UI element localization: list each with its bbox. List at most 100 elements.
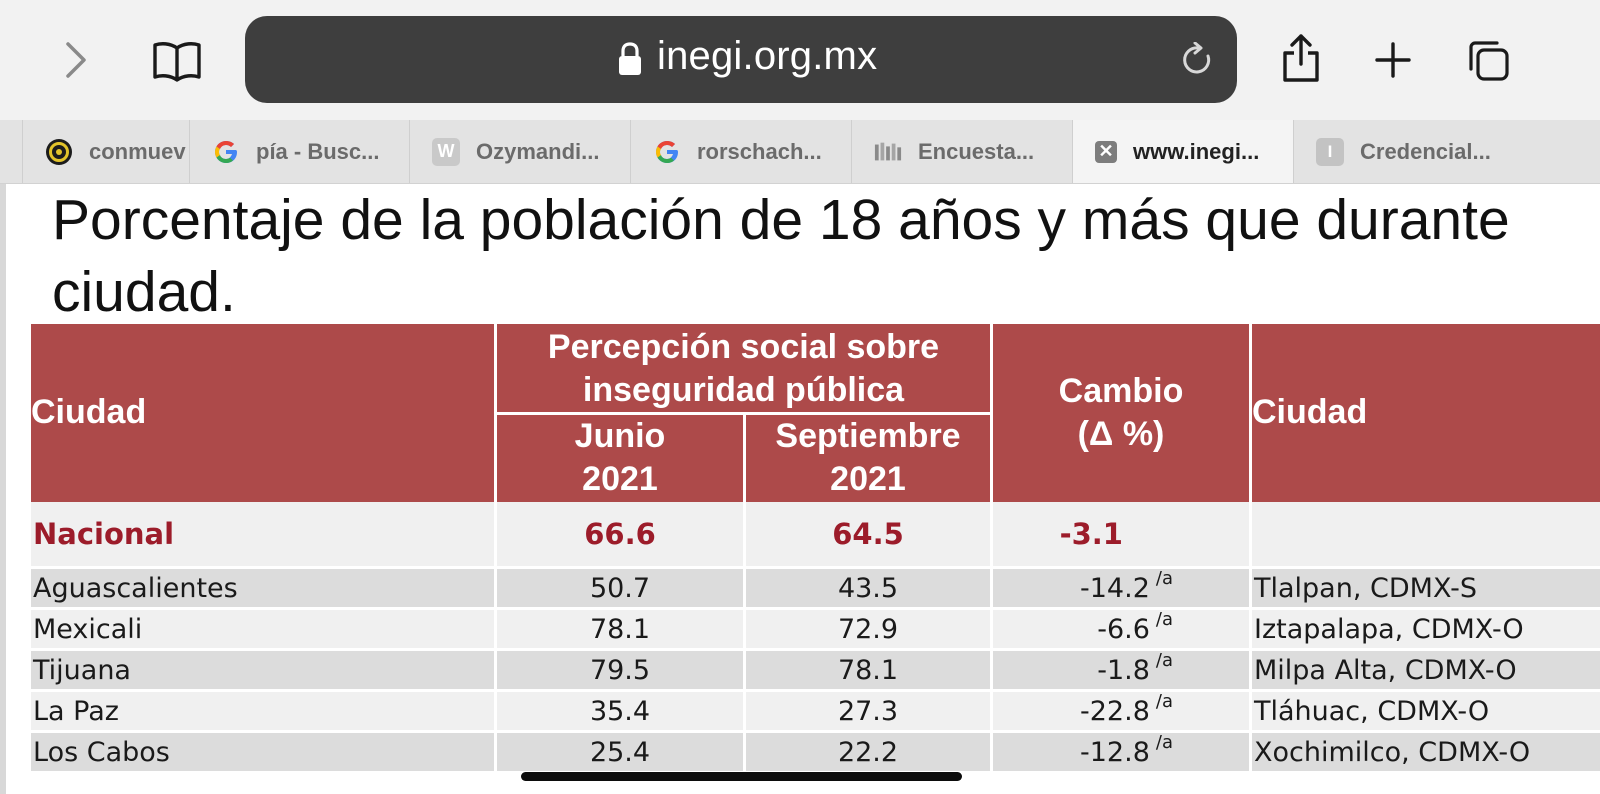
cell-cambio: -3.1	[1059, 517, 1123, 551]
page-heading: Porcentaje de la población de 18 años y …	[52, 184, 1600, 328]
cell-city: La Paz	[33, 695, 119, 727]
home-indicator[interactable]	[521, 772, 962, 781]
cell-cambio: -6.6/a	[993, 608, 1173, 648]
cell-septiembre: 43.5	[837, 572, 899, 604]
footnote-mark: /a	[1155, 731, 1173, 753]
cell-cambio: -22.8/a	[993, 690, 1173, 730]
tab-conmuev[interactable]: conmuev	[22, 120, 189, 183]
heading-line-1: Porcentaje de la población de 18 años y …	[52, 188, 1510, 252]
cell-city-2: Iztapalapa, CDMX-O	[1254, 613, 1524, 645]
address-bar[interactable]: inegi.org.mx	[245, 16, 1237, 103]
tab-inegi-active[interactable]: ✕ www.inegi...	[1072, 120, 1293, 183]
footnote-mark: /a	[1155, 649, 1173, 671]
tab-partial[interactable]	[0, 120, 22, 183]
cambio-value: -6.6	[1097, 613, 1150, 645]
tab-label: conmuev	[89, 138, 186, 164]
header-divider	[1249, 324, 1252, 502]
cell-city-2: Xochimilco, CDMX-O	[1254, 736, 1531, 768]
w-letter-icon: W	[432, 137, 460, 166]
google-g-icon	[653, 138, 681, 166]
cell-city: Aguascalientes	[33, 572, 238, 604]
column-divider	[1249, 502, 1252, 794]
cell-junio: 78.1	[589, 613, 651, 645]
tab-ozymandias[interactable]: W Ozymandi...	[409, 120, 630, 183]
column-divider	[990, 502, 993, 794]
chevron-right-icon	[66, 42, 86, 78]
cell-septiembre: 22.2	[837, 736, 899, 768]
cambio-value: -14.2	[1080, 572, 1150, 604]
plus-icon	[1375, 42, 1411, 78]
tab-label: pía - Busc...	[256, 138, 380, 164]
cell-city: Mexicali	[33, 613, 143, 645]
header-divider	[497, 412, 990, 415]
table-row: Mexicali 78.1 72.9 -6.6/a Iztapalapa, CD…	[31, 608, 1600, 648]
tab-label: www.inegi...	[1133, 138, 1260, 164]
cell-septiembre: 64.5	[832, 517, 904, 551]
tab-label: Encuesta...	[918, 138, 1035, 164]
tab-bar: conmuev pía - Busc... W Ozymandi... rors…	[0, 120, 1600, 184]
book-icon	[153, 42, 201, 82]
cell-septiembre: 78.1	[837, 654, 899, 686]
page-edge	[0, 184, 6, 794]
tab-google-rorschach[interactable]: rorschach...	[630, 120, 851, 183]
table-row-nacional: Nacional 66.6 64.5 -3.1	[31, 502, 1600, 566]
footnote-mark: /a	[1155, 608, 1173, 630]
close-tab-icon[interactable]: ✕	[1095, 140, 1117, 163]
cell-junio: 50.7	[589, 572, 651, 604]
cell-cambio: -12.8/a	[993, 731, 1173, 771]
url-domain: inegi.org.mx	[657, 34, 878, 78]
table-row: La Paz 35.4 27.3 -22.8/a Tláhuac, CDMX-O	[31, 690, 1600, 730]
tabs-icon	[1469, 41, 1509, 81]
table-row: Aguascalientes 50.7 43.5 -14.2/a Tlalpan…	[31, 567, 1600, 607]
col-group-header-line1: Percepción social sobre	[547, 328, 940, 366]
column-divider	[743, 502, 746, 794]
col-group-header-line2: inseguridad pública	[582, 371, 905, 409]
reload-icon[interactable]	[1181, 41, 1215, 83]
cell-cambio: -14.2/a	[993, 567, 1173, 607]
cell-junio: 66.6	[584, 517, 656, 551]
cell-junio: 79.5	[589, 654, 651, 686]
new-tab-button[interactable]	[1373, 40, 1413, 80]
header-divider	[990, 324, 993, 502]
header-divider	[743, 415, 746, 502]
tab-google-pia[interactable]: pía - Busc...	[189, 120, 409, 183]
cell-city: Tijuana	[33, 654, 131, 686]
col-header-junio-year: 2021	[582, 460, 658, 498]
col-header-ciudad: Ciudad	[31, 393, 147, 431]
page-content[interactable]: Porcentaje de la población de 18 años y …	[0, 184, 1600, 794]
tab-encuesta[interactable]: Encuesta...	[851, 120, 1072, 183]
footnote-mark: /a	[1155, 690, 1173, 712]
col-header-cambio: Cambio	[1058, 372, 1184, 410]
cell-septiembre: 27.3	[837, 695, 899, 727]
browser-toolbar: inegi.org.mx	[0, 0, 1600, 120]
cell-cambio: -1.8/a	[993, 649, 1173, 689]
table-row: Tijuana 79.5 78.1 -1.8/a Milpa Alta, CDM…	[31, 649, 1600, 689]
cell-city-2: Milpa Alta, CDMX-O	[1254, 654, 1517, 686]
cell-junio: 25.4	[589, 736, 651, 768]
cell-city: Nacional	[33, 517, 175, 551]
col-header-sep-year: 2021	[830, 460, 906, 498]
cell-septiembre: 72.9	[837, 613, 899, 645]
col-header-sep-month: Septiembre	[775, 417, 961, 455]
footnote-mark: /a	[1155, 567, 1173, 589]
col-header-cambio-unit: (Δ %)	[1077, 415, 1165, 453]
lock-icon	[617, 42, 643, 81]
tabs-overview-button[interactable]	[1466, 38, 1510, 82]
share-button[interactable]	[1280, 32, 1322, 84]
tab-credencial[interactable]: I Credencial...	[1293, 120, 1600, 183]
heading-line-2: ciudad.	[52, 260, 236, 324]
bookmarks-button[interactable]	[150, 38, 204, 84]
tab-label: Ozymandi...	[476, 138, 600, 164]
cell-junio: 35.4	[589, 695, 651, 727]
cell-city-2: Tlalpan, CDMX-S	[1254, 572, 1477, 604]
column-divider	[494, 502, 497, 794]
forward-button[interactable]	[58, 38, 94, 82]
share-icon	[1283, 34, 1319, 82]
cambio-value: -12.8	[1080, 736, 1150, 768]
col-header-ciudad-2: Ciudad	[1252, 393, 1368, 431]
tab-label: rorschach...	[697, 138, 822, 164]
cambio-value: -22.8	[1080, 695, 1150, 727]
tab-label: Credencial...	[1360, 138, 1491, 164]
cell-city-2: Tláhuac, CDMX-O	[1254, 695, 1490, 727]
header-divider	[494, 324, 497, 502]
